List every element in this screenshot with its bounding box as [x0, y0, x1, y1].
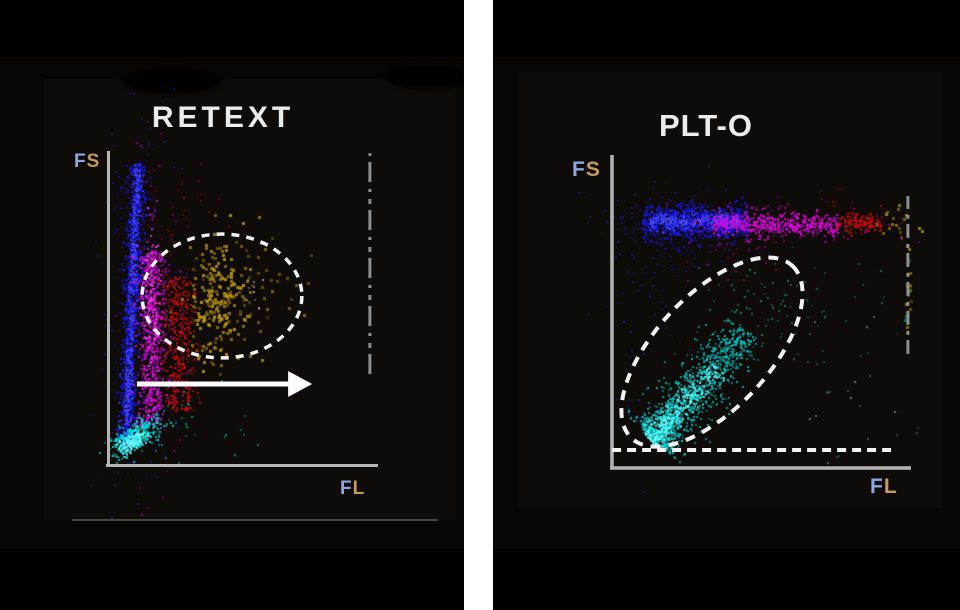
- gate-ellipse: [619, 255, 805, 449]
- x-axis-label-fl-right: FL: [870, 475, 898, 498]
- x-axis-label-fl-left: FL: [340, 478, 366, 499]
- chart-title-retext: RETEXT: [151, 101, 295, 134]
- y-axis-label-fs-left: FS: [74, 151, 101, 172]
- y-axis-label-fs-right: FS: [572, 158, 601, 181]
- gate-ellipse: [140, 232, 304, 360]
- chart-title-plt-o: PLT-O: [659, 108, 753, 143]
- shift-right-arrow-head: [288, 370, 313, 397]
